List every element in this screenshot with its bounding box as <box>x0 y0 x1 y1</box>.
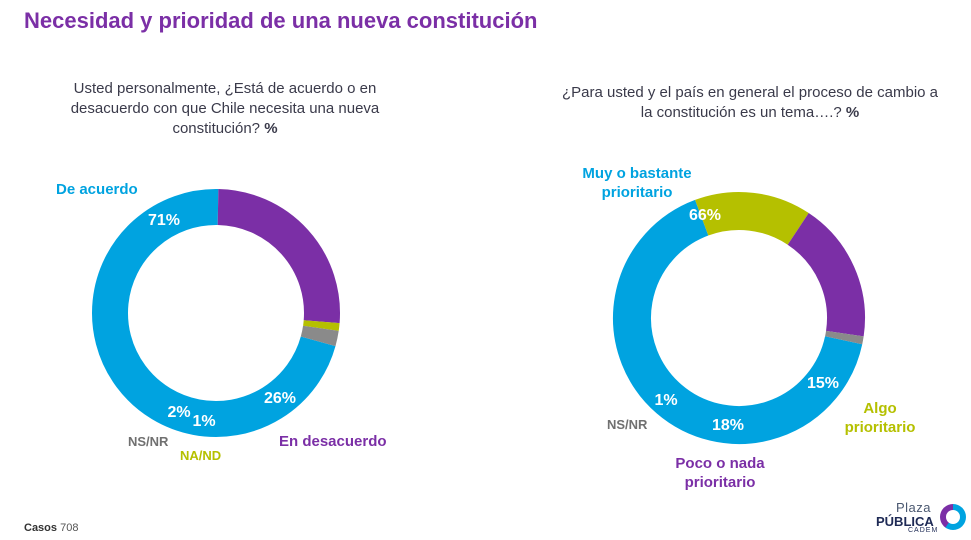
chart-2-question-unit: % <box>845 104 860 121</box>
chart-1-legend-na-nd: NA/ND <box>180 448 222 463</box>
donut-2-slice-3 <box>787 213 865 337</box>
chart-2-legend-poco-prioritario: Poco o nada prioritario <box>675 455 765 491</box>
logo-line-1: Plaza <box>896 500 932 515</box>
chart-1-legend-en-desacuerdo: En desacuerdo <box>279 433 387 450</box>
chart-1-legend-de-acuerdo: De acuerdo <box>56 181 138 198</box>
chart-2-pct-poco-prioritario: 18% <box>711 417 745 434</box>
chart-1-pct-ns-nr: 2% <box>167 404 191 421</box>
chart-1-legend-ns-nr: NS/NR <box>128 434 169 449</box>
footer-label: Casos <box>24 522 58 534</box>
donut-2-slice-2 <box>695 192 809 246</box>
chart-2-question: ¿Para usted y el país en general el proc… <box>560 83 940 123</box>
page-title: Necesidad y prioridad de una nueva const… <box>24 8 538 33</box>
sample-size-footer: Casos 708 <box>24 522 78 534</box>
donut-1-slice-3 <box>303 320 340 331</box>
logo-line-2: PÚBLICA <box>876 514 934 529</box>
footer-value: 708 <box>60 522 79 534</box>
chart-2-pct-muy-prioritario: 66% <box>688 207 722 224</box>
chart-1-pct-na-nd: 1% <box>192 413 216 430</box>
chart-1-pct-en-desacuerdo: 26% <box>263 390 297 407</box>
speech-bubble-icon <box>940 504 966 530</box>
plaza-publica-logo: Plaza PÚBLICA CADEM <box>870 500 970 538</box>
chart-2-pct-ns-nr: 1% <box>654 392 678 409</box>
donut-2-slice-4 <box>825 330 864 345</box>
chart-1-pct-de-acuerdo: 71% <box>147 212 181 229</box>
chart-2-pct-algo-prioritario: 15% <box>806 375 840 392</box>
logo-line-3: CADEM <box>908 527 939 534</box>
chart-2-legend-algo-prioritario: Algo prioritario <box>844 400 916 436</box>
chart-2-legend-ns-nr: NS/NR <box>607 417 648 432</box>
donut-1-slice-4 <box>300 325 339 347</box>
donut-1-slice-2 <box>217 189 340 324</box>
chart-1-question-text: Usted personalmente, ¿Está de acuerdo o … <box>70 80 380 137</box>
chart-2-legend-muy-prioritario: Muy o bastante prioritario <box>582 165 692 201</box>
donut-1-slice-1 <box>92 189 336 437</box>
chart-2-question-text: ¿Para usted y el país en general el proc… <box>561 84 939 121</box>
donut-2-slice-1 <box>613 199 863 444</box>
chart-1-question: Usted personalmente, ¿Está de acuerdo o … <box>40 79 410 139</box>
chart-1-question-unit: % <box>264 120 278 137</box>
